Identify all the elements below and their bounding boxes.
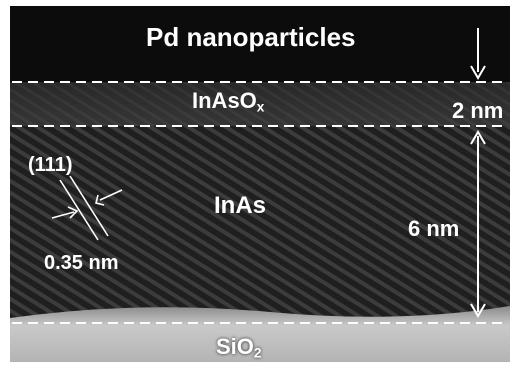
pd-nanoparticles-label: Pd nanoparticles (146, 22, 356, 52)
inas-layer-label: InAs (214, 192, 267, 219)
sio2-subscript: 2 (253, 345, 262, 361)
sio2-layer-label: SiO2 (216, 334, 261, 360)
sio2-layer-band (10, 306, 510, 362)
lattice-spacing-label: 0.35 nm (44, 252, 119, 274)
inas-layer-band (10, 126, 510, 322)
oxide-top-arrow-head (470, 65, 486, 80)
pd-layer-band (10, 6, 510, 82)
sio2-formula: SiO (216, 334, 254, 359)
spacing-arrow-left (51, 211, 75, 219)
oxide-layer-label: InAsOx (192, 88, 264, 114)
inas-thickness-label: 6 nm (408, 216, 460, 241)
lattice-plane-label: (111) (28, 154, 73, 176)
oxide-formula: InAsO (192, 88, 257, 113)
oxide-subscript: x (256, 99, 265, 115)
oxide-texture (10, 82, 510, 126)
spacing-arrow-right (99, 189, 123, 201)
inas-thickness-arrow-top (470, 130, 486, 145)
spacing-arrow-right-head (95, 194, 105, 206)
lattice-plane-line-2 (69, 175, 109, 237)
lattice-plane-line-1 (59, 179, 99, 241)
inas-shade (10, 126, 510, 322)
oxide-thickness-label: 2 nm (452, 98, 504, 123)
inas-thickness-arrow-bottom (470, 303, 486, 318)
spacing-arrow-left-head (67, 206, 79, 219)
